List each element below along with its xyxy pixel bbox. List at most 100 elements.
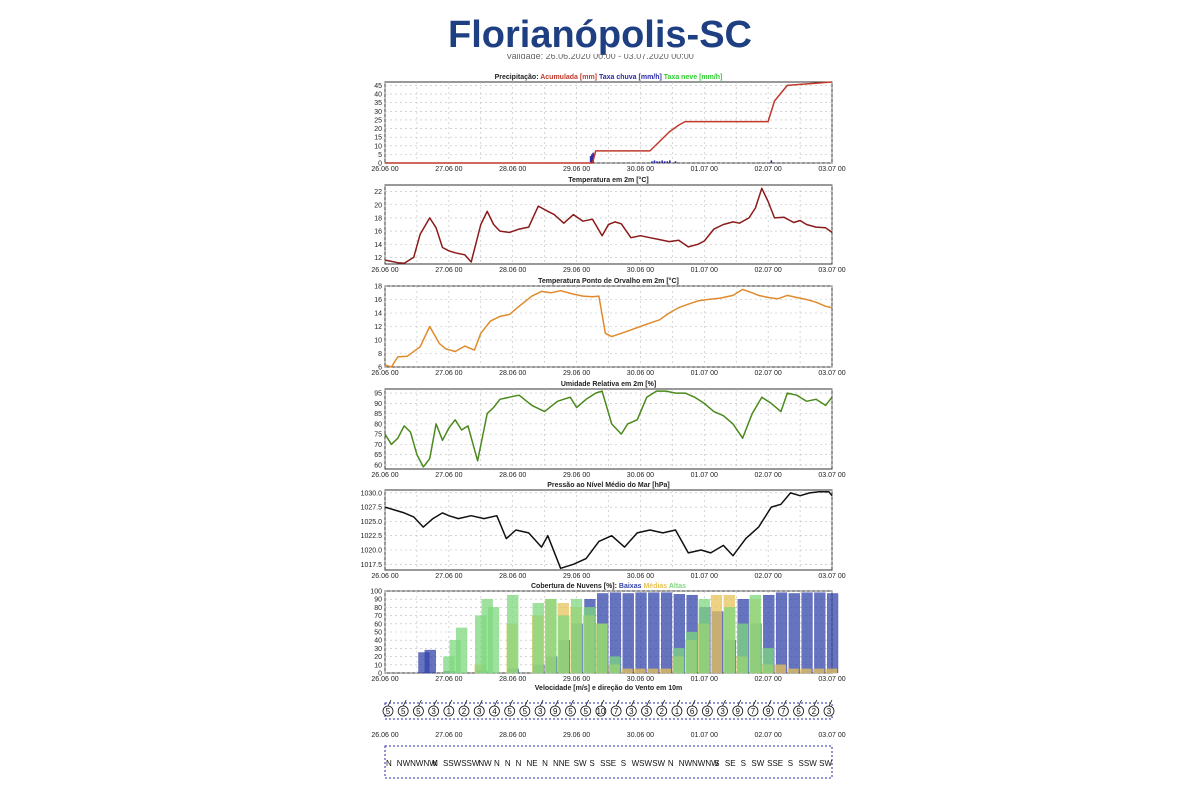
wind-arrow [691, 699, 696, 707]
wind-direction-label: NWNWNW [679, 759, 719, 768]
x-tick-label: 02.07 00 [755, 267, 782, 274]
wind-arrow [752, 699, 757, 707]
x-tick-label: 02.07 00 [755, 573, 782, 580]
cloud-bar-médias [634, 668, 646, 674]
wind-direction-label: S [741, 759, 746, 768]
y-tick-label: 22 [374, 189, 382, 196]
wind-arrow [813, 699, 818, 707]
x-tick-label: 01.07 00 [691, 267, 718, 274]
wind-arrow [539, 699, 544, 707]
x-tick-label: 02.07 00 [755, 676, 782, 683]
wind-x-tick-label: 26.06 00 [371, 732, 398, 739]
cloud-bar-médias [787, 668, 799, 674]
wind-arrow [494, 699, 498, 707]
y-tick-label: 100 [370, 589, 382, 596]
cloud-bar-baixas [424, 649, 436, 674]
y-tick-label: 1022.5 [361, 533, 383, 540]
x-tick-label: 02.07 00 [755, 370, 782, 377]
wind-speed-value: 5 [507, 707, 512, 716]
x-tick-label: 29.06 00 [563, 676, 590, 683]
wind-arrow [478, 699, 483, 707]
y-tick-label: 6 [378, 365, 382, 372]
cloud-bar-médias [800, 668, 812, 674]
wind-speed-value: 10 [596, 707, 605, 716]
x-tick-label: 03.07 00 [818, 370, 845, 377]
x-tick-label: 29.06 00 [563, 370, 590, 377]
y-tick-label: 0 [378, 671, 382, 678]
wind-arrow [418, 699, 422, 707]
wind-speed-value: 5 [386, 707, 391, 716]
panel-title-5: Cobertura de Nuvens [%]: Baixas Médias A… [531, 583, 686, 590]
cloud-bar-baixas [814, 592, 826, 674]
cloud-bar-altas [737, 623, 749, 674]
panel-title-part: Baixas [619, 583, 644, 590]
wind-x-tick-label: 01.07 00 [691, 732, 718, 739]
x-tick-label: 30.06 00 [627, 166, 654, 173]
wind-arrow [828, 699, 833, 707]
wind-speed-value: 9 [736, 707, 741, 716]
cloud-bar-altas [698, 599, 710, 674]
x-tick-label: 03.07 00 [818, 676, 845, 683]
x-tick-label: 27.06 00 [435, 370, 462, 377]
rain-rate-bar [589, 156, 592, 163]
x-tick-label: 28.06 00 [499, 166, 526, 173]
wind-speed-value: 3 [629, 707, 634, 716]
rain-rate-bar [658, 161, 661, 163]
cloud-bar-médias [774, 664, 786, 674]
wind-x-tick-label: 27.06 00 [435, 732, 462, 739]
wind-speed-value: 7 [614, 707, 619, 716]
wind-direction-label: NE [526, 759, 537, 768]
y-tick-label: 16 [374, 229, 382, 236]
panel-title-4: Pressão ao Nível Médio do Mar [hPa] [547, 482, 670, 489]
y-tick-label: 5 [378, 152, 382, 159]
wind-arrow [585, 699, 590, 707]
wind-speed-value: 3 [827, 707, 832, 716]
cloud-bar-altas [724, 607, 736, 674]
wind-direction-label: SSW [799, 759, 818, 768]
y-tick-label: 20 [374, 126, 382, 133]
wind-direction-label: SSWSSW [443, 759, 480, 768]
wind-direction-label: SE [725, 759, 736, 768]
wind-speed-value: 9 [553, 707, 558, 716]
y-tick-label: 20 [374, 654, 382, 661]
x-tick-label: 27.06 00 [435, 166, 462, 173]
x-tick-label: 26.06 00 [371, 676, 398, 683]
wind-speed-value: 5 [583, 707, 588, 716]
wind-direction-frame [384, 745, 833, 779]
cloud-bar-altas [545, 599, 557, 674]
wind-direction-label: N [386, 759, 392, 768]
cloud-bar-altas [749, 594, 761, 674]
cloud-bar-baixas [827, 593, 839, 674]
y-tick-label: 10 [374, 143, 382, 150]
y-tick-label: 14 [374, 242, 382, 249]
rain-rate-bar [653, 160, 656, 163]
cloud-bar-altas [609, 656, 621, 674]
wind-direction-label: SW [819, 759, 832, 768]
x-tick-label: 27.06 00 [435, 573, 462, 580]
wind-direction-label: WSW [632, 759, 653, 768]
x-tick-label: 27.06 00 [435, 472, 462, 479]
y-tick-label: 1020.0 [361, 548, 383, 555]
x-tick-label: 01.07 00 [691, 676, 718, 683]
series-line-1 [384, 187, 833, 265]
cloud-bar-baixas [648, 592, 660, 674]
x-tick-label: 03.07 00 [818, 472, 845, 479]
y-tick-label: 80 [374, 421, 382, 428]
x-tick-label: 28.06 00 [499, 676, 526, 683]
wind-x-tick-label: 29.06 00 [563, 732, 590, 739]
panel-title-part: Precipitação: [495, 74, 541, 81]
wind-direction-label: N [505, 759, 511, 768]
wind-direction-label: N [542, 759, 548, 768]
x-tick-label: 03.07 00 [818, 267, 845, 274]
wind-arrow [783, 699, 787, 707]
wind-speed-value: 5 [796, 707, 801, 716]
x-tick-label: 27.06 00 [435, 267, 462, 274]
y-tick-label: 60 [374, 462, 382, 469]
wind-arrow [387, 699, 392, 707]
cloud-bar-altas [456, 627, 468, 674]
wind-speed-value: 2 [812, 707, 817, 716]
y-tick-label: 75 [374, 432, 382, 439]
wind-direction-label: SSE [600, 759, 616, 768]
wind-speed-value: 6 [690, 707, 695, 716]
